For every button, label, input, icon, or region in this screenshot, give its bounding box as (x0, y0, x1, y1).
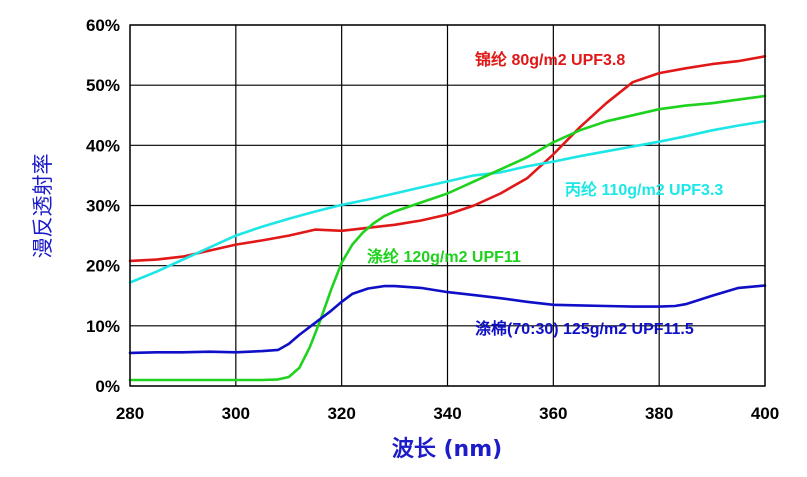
x-tick-label: 380 (645, 404, 673, 423)
x-tick-label: 400 (751, 404, 779, 423)
y-tick-label: 20% (86, 257, 120, 276)
x-tick-label: 360 (539, 404, 567, 423)
y-tick-label: 40% (86, 136, 120, 155)
x-tick-label: 320 (327, 404, 355, 423)
y-tick-labels: 0% 10% 20% 30% 40% 50% 60% (86, 16, 120, 396)
y-tick-label: 30% (86, 197, 120, 216)
series-line-nylon (128, 54, 767, 263)
series-label-poly-cotton: 涤棉(70:30) 125g/m2 UPF11.5 (475, 319, 694, 338)
series-label-nylon: 锦纶 80g/m2 UPF3.8 (475, 50, 625, 69)
x-axis-title: 波长 (nm) (392, 437, 502, 462)
series-line-polyester (128, 94, 767, 382)
series-lines (128, 54, 767, 382)
y-axis-title: 漫反透射率 (31, 154, 55, 259)
series-label-polyester: 涤纶 120g/m2 UPF11 (367, 247, 521, 266)
y-tick-label: 60% (86, 16, 120, 35)
x-tick-labels: 280 300 320 340 360 380 400 (116, 404, 779, 423)
y-tick-label: 10% (86, 317, 120, 336)
series-label-polypropylene: 丙纶 110g/m2 UPF3.3 (565, 180, 723, 199)
x-tick-label: 300 (222, 404, 250, 423)
x-tick-label: 280 (116, 404, 144, 423)
y-tick-label: 50% (86, 76, 120, 95)
series-line-polypropylene (128, 120, 767, 284)
series-line-poly-cotton (128, 284, 767, 355)
plot-border (129, 24, 766, 387)
y-tick-label: 0% (95, 377, 120, 396)
x-tick-label: 340 (433, 404, 461, 423)
